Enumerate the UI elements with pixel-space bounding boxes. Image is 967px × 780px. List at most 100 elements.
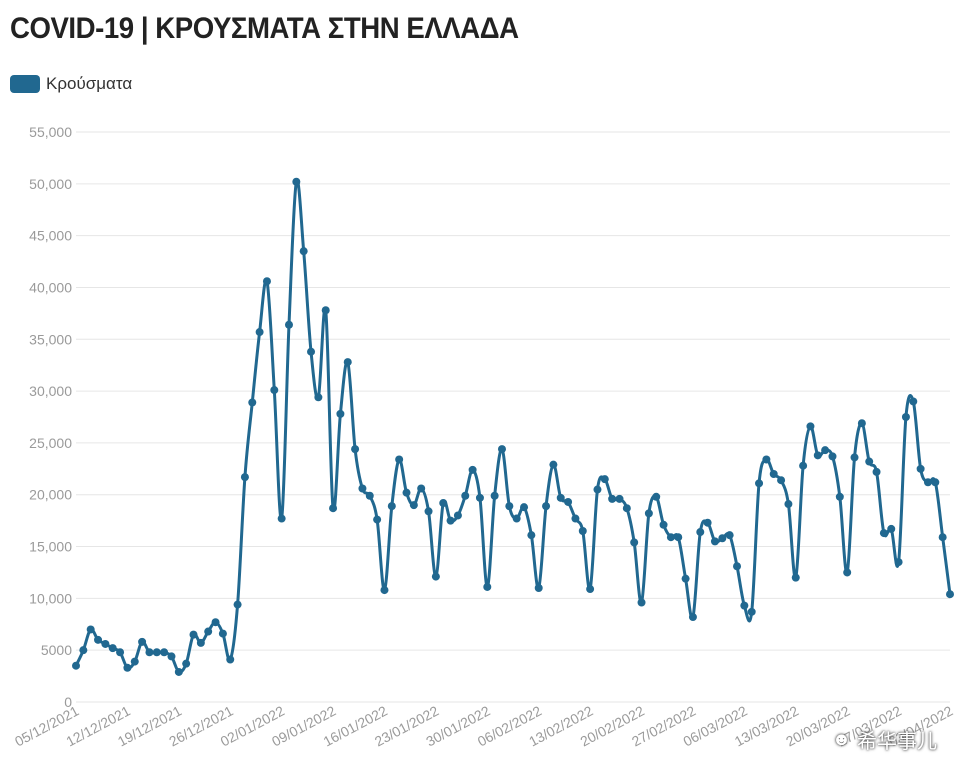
data-point[interactable] xyxy=(284,320,293,329)
data-point[interactable] xyxy=(211,618,220,627)
data-point[interactable] xyxy=(329,504,338,513)
data-point[interactable] xyxy=(725,531,734,540)
data-point[interactable] xyxy=(652,492,661,501)
data-point[interactable] xyxy=(622,504,631,513)
data-point[interactable] xyxy=(688,613,697,622)
data-point[interactable] xyxy=(527,531,536,540)
data-point[interactable] xyxy=(262,277,271,286)
data-point[interactable] xyxy=(733,562,742,571)
data-point[interactable] xyxy=(468,465,477,474)
data-point[interactable] xyxy=(424,507,433,516)
data-point[interactable] xyxy=(255,328,264,337)
data-point[interactable] xyxy=(777,476,786,485)
data-point[interactable] xyxy=(556,493,565,502)
data-point[interactable] xyxy=(226,655,235,664)
data-point[interactable] xyxy=(799,461,808,470)
data-point[interactable] xyxy=(769,470,778,478)
data-point[interactable] xyxy=(835,492,844,501)
data-point[interactable] xyxy=(196,638,205,647)
data-point[interactable] xyxy=(909,397,918,406)
data-point[interactable] xyxy=(571,514,580,523)
data-point[interactable] xyxy=(549,460,558,469)
data-point[interactable] xyxy=(358,484,367,493)
data-point[interactable] xyxy=(806,422,815,431)
data-point[interactable] xyxy=(395,455,404,464)
data-point[interactable] xyxy=(637,598,646,607)
data-point[interactable] xyxy=(351,445,360,454)
data-point[interactable] xyxy=(784,500,793,509)
data-point[interactable] xyxy=(865,457,874,466)
data-point[interactable] xyxy=(843,568,852,577)
data-point[interactable] xyxy=(564,497,573,506)
data-point[interactable] xyxy=(321,306,330,315)
data-point[interactable] xyxy=(130,657,139,666)
data-point[interactable] xyxy=(674,533,683,542)
data-point[interactable] xyxy=(490,491,499,500)
data-point[interactable] xyxy=(762,455,771,464)
data-point[interactable] xyxy=(828,452,837,461)
data-point[interactable] xyxy=(946,590,954,599)
data-point[interactable] xyxy=(365,491,374,500)
data-point[interactable] xyxy=(666,533,675,542)
data-point[interactable] xyxy=(850,453,859,462)
data-point[interactable] xyxy=(94,635,103,644)
data-point[interactable] xyxy=(446,516,455,525)
data-point[interactable] xyxy=(101,639,110,648)
data-point[interactable] xyxy=(630,538,639,547)
data-point[interactable] xyxy=(380,586,389,595)
data-point[interactable] xyxy=(931,478,940,487)
data-point[interactable] xyxy=(894,558,903,567)
data-point[interactable] xyxy=(872,467,881,476)
data-point[interactable] xyxy=(79,646,88,655)
data-point[interactable] xyxy=(72,661,80,670)
data-point[interactable] xyxy=(138,637,147,646)
data-point[interactable] xyxy=(578,527,587,535)
data-point[interactable] xyxy=(879,529,888,538)
data-point[interactable] xyxy=(938,533,947,542)
data-point[interactable] xyxy=(152,648,161,657)
data-point[interactable] xyxy=(813,451,822,460)
data-point[interactable] xyxy=(108,644,117,653)
data-point[interactable] xyxy=(343,358,352,367)
data-point[interactable] xyxy=(755,479,764,488)
data-point[interactable] xyxy=(299,247,308,256)
data-point[interactable] xyxy=(248,398,257,407)
data-point[interactable] xyxy=(608,494,617,503)
data-point[interactable] xyxy=(160,648,169,657)
data-point[interactable] xyxy=(534,584,543,592)
data-point[interactable] xyxy=(901,413,910,421)
data-point[interactable] xyxy=(644,509,653,518)
data-point[interactable] xyxy=(593,485,602,494)
data-point[interactable] xyxy=(409,501,418,510)
data-point[interactable] xyxy=(373,515,382,524)
data-point[interactable] xyxy=(512,514,521,523)
data-point[interactable] xyxy=(483,582,492,591)
data-point[interactable] xyxy=(710,537,719,546)
data-point[interactable] xyxy=(821,446,830,455)
data-point[interactable] xyxy=(505,502,514,511)
data-point[interactable] xyxy=(270,386,279,395)
data-point[interactable] xyxy=(174,667,183,676)
data-point[interactable] xyxy=(740,601,749,610)
data-point[interactable] xyxy=(461,491,470,500)
data-point[interactable] xyxy=(233,600,242,609)
data-point[interactable] xyxy=(453,511,462,520)
data-point[interactable] xyxy=(615,494,624,503)
data-point[interactable] xyxy=(696,528,705,537)
data-point[interactable] xyxy=(277,514,286,523)
data-point[interactable] xyxy=(402,488,411,497)
data-point[interactable] xyxy=(314,393,323,402)
data-point[interactable] xyxy=(439,499,448,508)
data-point[interactable] xyxy=(218,629,227,638)
chart-legend[interactable]: Κρούσματα xyxy=(10,74,132,94)
data-point[interactable] xyxy=(791,573,800,582)
data-point[interactable] xyxy=(542,502,551,511)
data-point[interactable] xyxy=(887,524,896,533)
data-point[interactable] xyxy=(182,659,191,668)
data-point[interactable] xyxy=(475,493,484,502)
data-point[interactable] xyxy=(204,627,213,636)
data-point[interactable] xyxy=(145,648,154,657)
data-point[interactable] xyxy=(189,630,198,639)
data-point[interactable] xyxy=(923,478,932,487)
data-point[interactable] xyxy=(431,572,440,581)
